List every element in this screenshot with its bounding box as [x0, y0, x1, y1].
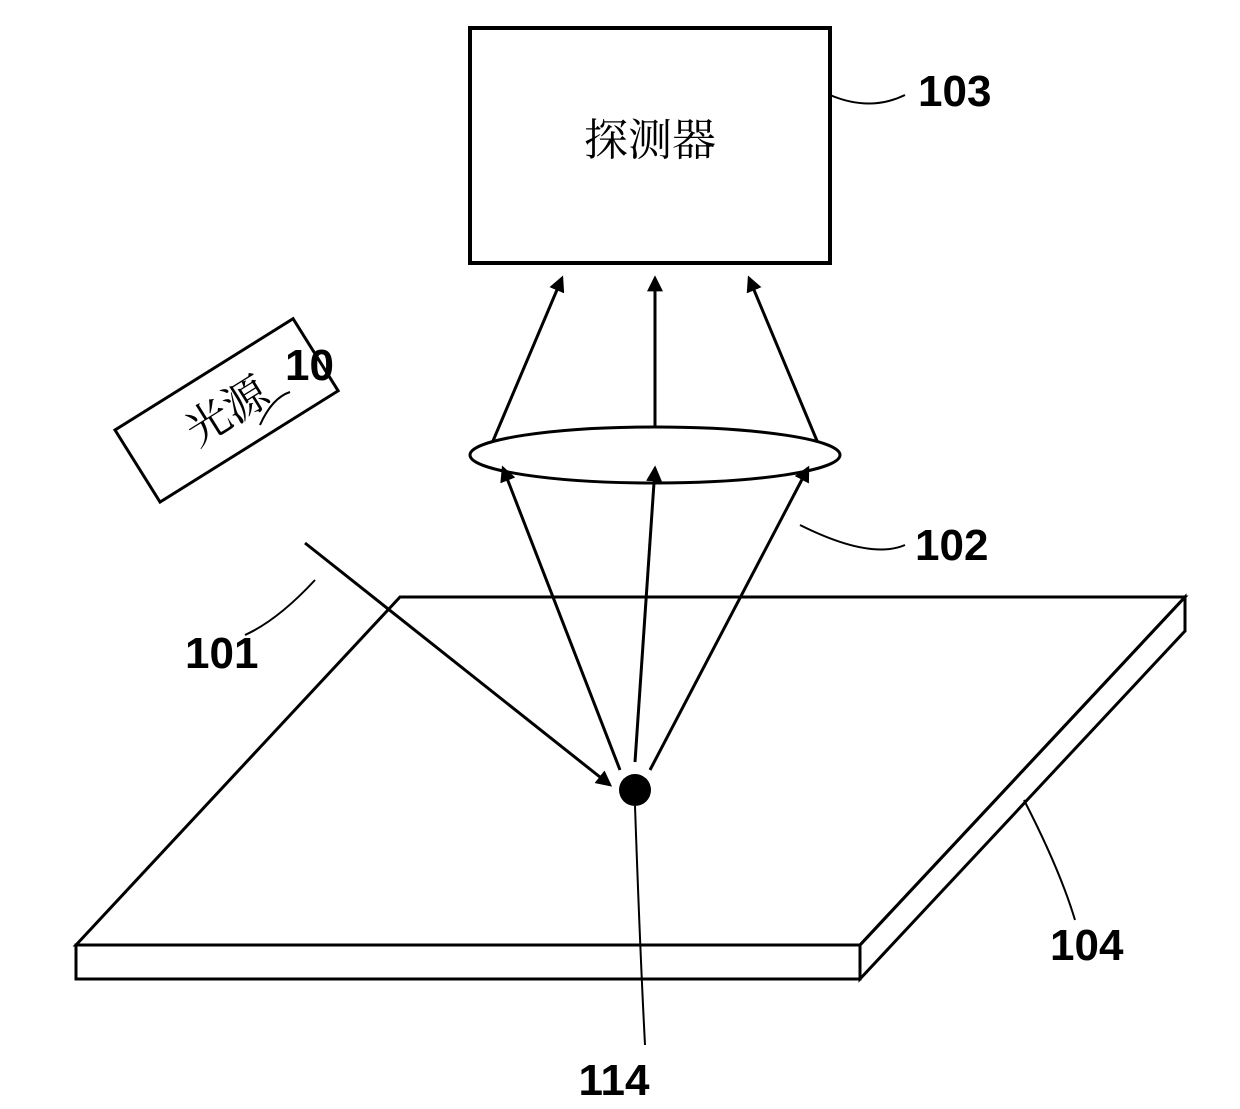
sample-slab-front — [76, 945, 860, 979]
detector-number: 103 — [918, 67, 991, 116]
incident-beam — [305, 543, 610, 785]
sample-point-leader — [635, 806, 645, 1045]
sample-point-number: 114 — [579, 1056, 651, 1105]
lens-number: 102 — [915, 521, 988, 570]
lens-leader — [800, 525, 905, 550]
beam-number-leader — [245, 580, 315, 635]
ray-below-2 — [650, 468, 808, 770]
detector-leader — [830, 95, 905, 104]
sample-point — [619, 774, 651, 806]
ray-above-2 — [749, 278, 820, 448]
sample-slab-side — [860, 597, 1185, 979]
beam-number: 101 — [185, 629, 258, 678]
ray-below-0 — [503, 468, 620, 770]
slab-number: 104 — [1050, 921, 1124, 970]
slab-leader — [1024, 800, 1075, 920]
ray-above-0 — [490, 278, 562, 448]
source-number: 10 — [285, 341, 334, 390]
ray-below-1 — [635, 468, 655, 762]
detector-label: 探测器 — [584, 104, 716, 168]
